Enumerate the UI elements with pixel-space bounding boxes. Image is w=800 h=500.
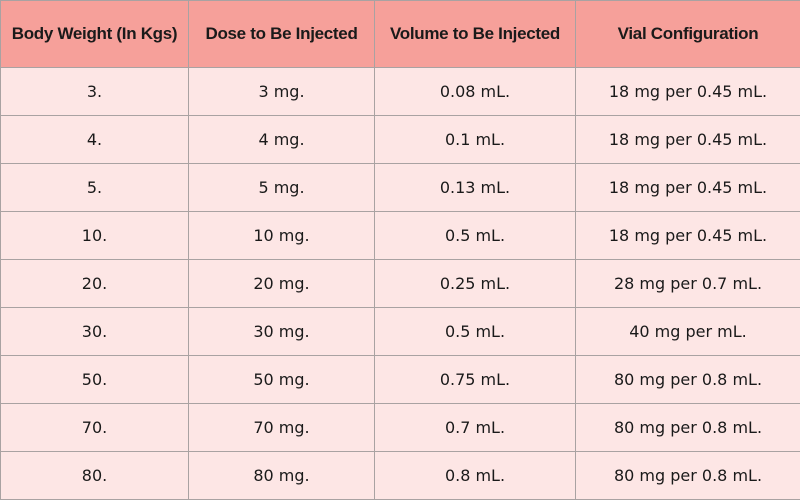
table-cell: 18 mg per 0.45 mL. [575,163,800,212]
table-cell: 5 mg. [188,163,375,212]
table-cell: 20 mg. [188,259,375,308]
table-cell: 4. [0,115,189,164]
table-cell: 30. [0,307,189,356]
table-cell: 80 mg per 0.8 mL. [575,451,800,500]
table-cell: 40 mg per mL. [575,307,800,356]
table-row: 50. 50 mg. 0.75 mL. 80 mg per 0.8 mL. [0,355,800,404]
table-cell: 18 mg per 0.45 mL. [575,115,800,164]
table-cell: 0.25 mL. [374,259,576,308]
table-cell: 0.13 mL. [374,163,576,212]
header-cell: Volume to Be Injected [374,0,576,68]
table-cell: 0.1 mL. [374,115,576,164]
table-cell: 5. [0,163,189,212]
table-body: 3. 3 mg. 0.08 mL. 18 mg per 0.45 mL. 4. 4 mg.… [0,67,800,500]
table-row: 30. 30 mg. 0.5 mL. 40 mg per mL. [0,307,800,356]
table-cell: 50 mg. [188,355,375,404]
table-row: 70. 70 mg. 0.7 mL. 80 mg per 0.8 mL. [0,403,800,452]
table-cell: 30 mg. [188,307,375,356]
table-row: 80. 80 mg. 0.8 mL. 80 mg per 0.8 mL. [0,451,800,500]
table-cell: 0.08 mL. [374,67,576,116]
table-cell: 80 mg per 0.8 mL. [575,403,800,452]
header-cell: Vial Configuration [575,0,800,68]
table-cell: 0.8 mL. [374,451,576,500]
table-cell: 80 mg. [188,451,375,500]
table-cell: 0.5 mL. [374,211,576,260]
table-cell: 0.75 mL. [374,355,576,404]
table-row: 5. 5 mg. 0.13 mL. 18 mg per 0.45 mL. [0,163,800,212]
table-cell: 4 mg. [188,115,375,164]
table-row: 10. 10 mg. 0.5 mL. 18 mg per 0.45 mL. [0,211,800,260]
header-cell: Body Weight (In Kgs) [0,0,189,68]
table-row: 3. 3 mg. 0.08 mL. 18 mg per 0.45 mL. [0,67,800,116]
table-cell: 18 mg per 0.45 mL. [575,67,800,116]
table-cell: 18 mg per 0.45 mL. [575,211,800,260]
table-cell: 3. [0,67,189,116]
table-cell: 20. [0,259,189,308]
table-cell: 10. [0,211,189,260]
table-cell: 0.5 mL. [374,307,576,356]
table-cell: 80. [0,451,189,500]
table-cell: 28 mg per 0.7 mL. [575,259,800,308]
table-cell: 10 mg. [188,211,375,260]
table-cell: 3 mg. [188,67,375,116]
table-cell: 70 mg. [188,403,375,452]
header-row: Body Weight (In Kgs) Dose to Be Injected V… [0,0,800,68]
table-cell: 70. [0,403,189,452]
table-row: 20. 20 mg. 0.25 mL. 28 mg per 0.7 mL. [0,259,800,308]
header-cell: Dose to Be Injected [188,0,375,68]
table-cell: 0.7 mL. [374,403,576,452]
table-cell: 80 mg per 0.8 mL. [575,355,800,404]
table-row: 4. 4 mg. 0.1 mL. 18 mg per 0.45 mL. [0,115,800,164]
table-cell: 50. [0,355,189,404]
